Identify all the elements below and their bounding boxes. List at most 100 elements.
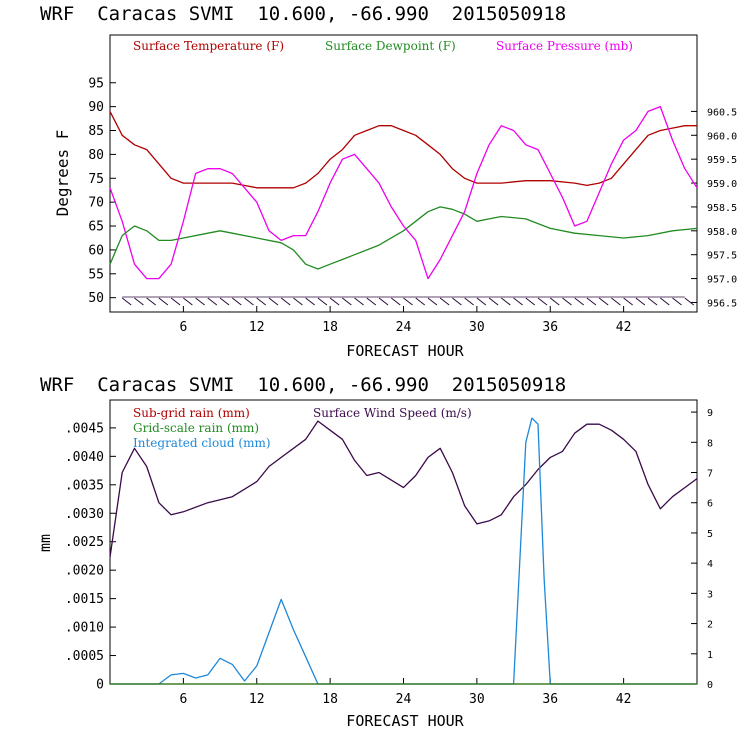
panel-2-legend-gridscale-rain: Grid-scale rain (mm)	[133, 421, 259, 435]
panel-1-x-tick-label: 24	[396, 320, 412, 335]
panel-1-y2-tick-label: 959.0	[707, 179, 737, 190]
panel-2-y2-tick-label: 5	[707, 529, 713, 540]
temperature-panel: WRF Caracas SVMI 10.600, -66.990 2015050…	[40, 3, 737, 360]
wind-barb	[586, 297, 597, 306]
panel-1-x-tick-label: 42	[616, 320, 632, 335]
panel-2-header: WRF Caracas SVMI 10.600, -66.990 2015050…	[40, 374, 566, 396]
panel-1-y2-tick-label: 958.0	[707, 227, 737, 238]
wind-barb	[427, 297, 438, 306]
panel-1-y-tick-label: 95	[88, 76, 104, 91]
panel-2-legend-integrated-cloud: Integrated cloud (mm)	[133, 436, 271, 450]
wind-barb	[256, 297, 267, 306]
wind-barb	[488, 297, 499, 306]
wind-barb	[183, 297, 193, 306]
panel-1-plot-frame	[109, 34, 698, 313]
panel-1-y-tick-label: 85	[88, 124, 104, 139]
panel-2-x-tick-label: 30	[469, 692, 485, 707]
wind-barb	[231, 297, 242, 306]
panel-1-legend-temperature: Surface Temperature (F)	[133, 39, 284, 53]
panel-2-y-tick-label: 0	[96, 678, 104, 693]
panel-1-y2-tick-label: 956.5	[707, 298, 737, 309]
panel-2-y-tick-label: .0010	[65, 621, 104, 636]
panel-1-y-tick-label: 55	[88, 267, 104, 282]
wind-barb	[305, 297, 315, 306]
wind-barb	[513, 297, 523, 306]
panel-1-y-tick-label: 75	[88, 172, 104, 187]
series-surface-dewpoint-f	[109, 206, 698, 270]
panel-1-header: WRF Caracas SVMI 10.600, -66.990 2015050…	[40, 3, 566, 25]
panel-2-y2-ticks: 0 1 2 3 4 5 6 7 8 9	[691, 408, 713, 691]
panel-1-y-tick-label: 65	[88, 220, 104, 235]
wind-barb	[598, 297, 609, 306]
wind-barb	[501, 297, 511, 306]
wind-barb	[464, 297, 474, 306]
panel-1-y-tick-label: 50	[88, 291, 104, 306]
panel-2-y2-tick-label: 0	[707, 680, 713, 691]
wind-barb	[158, 297, 169, 306]
panel-2-x-tick-label: 18	[322, 692, 338, 707]
wind-barb	[146, 297, 156, 306]
panel-1-x-tick-label: 18	[322, 320, 338, 335]
panel-1-legend-dewpoint: Surface Dewpoint (F)	[325, 39, 456, 53]
panel-1-series	[109, 105, 698, 280]
wind-barb	[244, 297, 254, 306]
panel-1-x-tick-label: 6	[179, 320, 187, 335]
panel-1-y2-tick-label: 957.0	[707, 275, 737, 286]
panel-1-x-tick-label: 12	[249, 320, 265, 335]
panel-2-y-tick-label: .0015	[65, 592, 104, 607]
panel-2-y2-tick-label: 7	[707, 469, 713, 480]
panel-2-y-tick-label: .0020	[65, 564, 104, 579]
panel-2-y-ticks: 0 .0005 .0010 .0015 .0020 .0025 .0030 .0035 .004…	[65, 421, 116, 693]
panel-2-y-tick-label: .0045	[65, 421, 104, 436]
panel-1-y2-ticks: 956.5 957.0 957.5 958.0 958.5 959.0 959.5 960.0…	[691, 107, 737, 309]
wind-barb	[562, 297, 572, 306]
wind-barb	[329, 297, 340, 306]
panel-2-legend-wind-speed: Surface Wind Speed (m/s)	[313, 406, 472, 420]
panel-1-y2-tick-label: 960.0	[707, 131, 737, 142]
wind-barb	[611, 297, 621, 306]
panel-2-y2-tick-label: 4	[707, 559, 713, 570]
wind-barb	[660, 297, 670, 306]
panel-2-y2-tick-label: 2	[707, 620, 713, 631]
panel-1-y-ticks: 50 55 60 65 70 75 80 85 90 95	[88, 76, 116, 306]
wind-barb	[390, 297, 401, 306]
panel-2-legend-subgrid-rain: Sub-grid rain (mm)	[133, 406, 250, 420]
wind-barb	[452, 297, 462, 306]
panel-2-y-tick-label: .0005	[65, 649, 104, 664]
panel-1-y-tick-label: 70	[88, 196, 104, 211]
wind-barb	[623, 297, 633, 306]
wind-barb	[268, 297, 279, 306]
panel-1-y2-tick-label: 958.5	[707, 203, 737, 214]
panel-2-y2-tick-label: 1	[707, 650, 713, 661]
panel-2-x-tick-label: 24	[396, 692, 412, 707]
wind-barb	[207, 297, 218, 306]
wind-barb	[170, 297, 181, 306]
panel-1-x-ticks: 6 12 18 24 30 36 42	[179, 306, 631, 335]
wind-barb	[280, 297, 291, 306]
panel-1-y-tick-label: 80	[88, 148, 104, 163]
panel-2-series	[109, 417, 698, 685]
wind-barb	[537, 297, 548, 306]
wind-barb	[525, 297, 536, 306]
series-surface-wind-speed-m-s	[109, 420, 698, 558]
panel-2-x-tick-label: 36	[542, 692, 558, 707]
panel-2-y-tick-label: .0025	[65, 535, 104, 550]
panel-1-x-tick-label: 30	[469, 320, 485, 335]
panel-1-y2-tick-label: 957.5	[707, 251, 737, 262]
wind-barb	[403, 297, 413, 306]
wind-barb	[647, 297, 658, 306]
wind-barb	[195, 297, 205, 306]
series-surface-pressure-mb	[109, 105, 698, 280]
panel-2-y-tick-label: .0035	[65, 478, 104, 493]
panel-1-y2-tick-label: 960.5	[707, 107, 737, 118]
wind-barb	[635, 297, 646, 306]
panel-1-y-tick-label: 90	[88, 100, 104, 115]
series-integrated-cloud-mm	[110, 417, 697, 685]
panel-2-y-tick-label: .0040	[65, 450, 104, 465]
wind-barb	[342, 297, 352, 306]
wind-barb	[354, 297, 364, 306]
panel-1-x-tick-label: 36	[542, 320, 558, 335]
panel-2-x-tick-label: 6	[179, 692, 187, 707]
panel-2-y-tick-label: .0030	[65, 507, 104, 522]
